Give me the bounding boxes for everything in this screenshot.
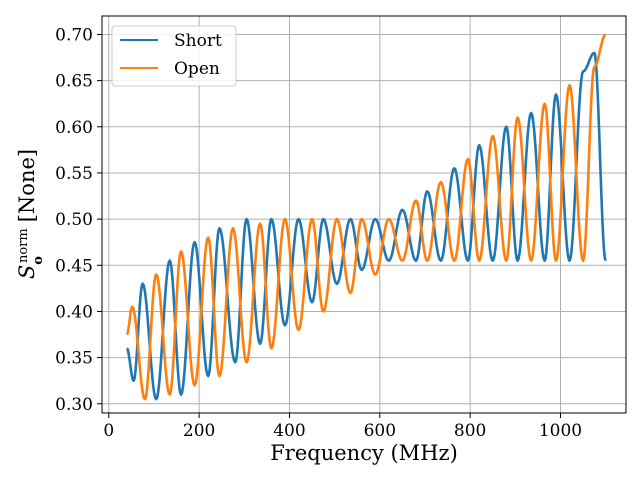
plot-frame	[101, 15, 627, 414]
x-axis-label: Frequency (MHz)	[270, 441, 458, 465]
y-tick-label: 0.30	[55, 395, 93, 415]
y-tick-label: 0.40	[55, 302, 93, 322]
x-tick-label: 1000	[539, 421, 582, 441]
legend-label-short: Short	[174, 31, 222, 51]
y-axis-label: Sonorm [None]	[15, 149, 46, 279]
y-tick-label: 0.70	[55, 25, 93, 45]
y-axis-unit: [None]	[15, 149, 39, 222]
x-tick-label: 0	[103, 421, 114, 441]
y-tick-label: 0.55	[55, 164, 93, 184]
x-tick-label: 600	[364, 421, 396, 441]
series-layer	[125, 33, 607, 401]
x-tick-label: 200	[183, 421, 215, 441]
legend-label-open: Open	[174, 59, 220, 79]
y-axis-subscript: o	[31, 256, 46, 265]
series-line-open	[125, 33, 607, 401]
y-tick-label: 0.45	[55, 256, 93, 276]
y-axis-symbol: S	[15, 265, 39, 279]
svg-text:Sonorm[None]: Sonorm [None]	[15, 149, 46, 279]
legend: Short Open	[111, 25, 237, 87]
y-tick-label: 0.35	[55, 349, 93, 369]
y-axis-superscript: norm	[16, 228, 31, 263]
series-line-short	[126, 51, 607, 401]
x-tick-label: 800	[454, 421, 486, 441]
y-tick-label: 0.50	[55, 210, 93, 230]
tick-layer: 0 200 400 600 800 1000 0.30 0.35 0.40 0.45 0.50 0.5…	[55, 25, 582, 441]
x-tick-label: 400	[273, 421, 305, 441]
y-tick-label: 0.60	[55, 118, 93, 138]
y-tick-label: 0.65	[55, 72, 93, 92]
